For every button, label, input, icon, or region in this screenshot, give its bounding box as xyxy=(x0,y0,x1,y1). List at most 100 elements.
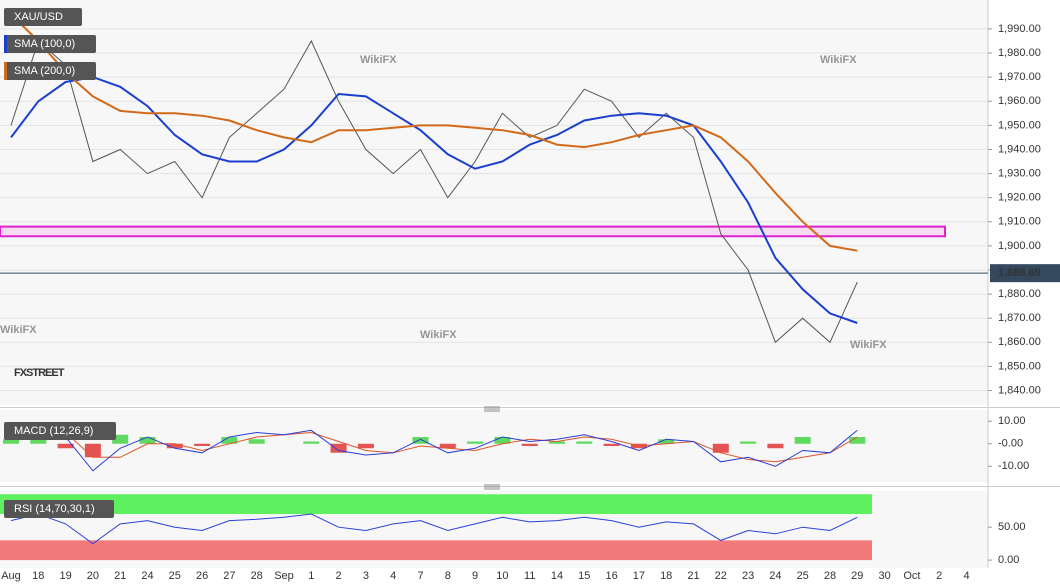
histogram-bar xyxy=(494,437,511,444)
histogram-bar xyxy=(603,443,620,446)
x-tick-label: 2 xyxy=(936,570,942,582)
x-tick-label: 21 xyxy=(687,570,699,582)
x-tick-label: 4 xyxy=(390,570,396,582)
legend-box xyxy=(4,8,82,26)
y-tick-label: 1,950.00 xyxy=(998,119,1041,131)
histogram-bar xyxy=(112,434,129,444)
y-tick-label: 1,960.00 xyxy=(998,95,1041,107)
watermark: WikiFX xyxy=(0,324,37,336)
histogram-bar xyxy=(84,443,101,458)
histogram-bar xyxy=(549,441,565,444)
y-tick-label: 1,880.00 xyxy=(998,288,1041,300)
histogram-bar xyxy=(194,443,211,446)
oversold-zone xyxy=(0,540,872,561)
y-tick-label: 1,940.00 xyxy=(998,143,1041,155)
x-tick-label: 17 xyxy=(633,570,645,582)
histogram-bar xyxy=(767,443,784,449)
histogram-bar xyxy=(303,441,320,444)
x-tick-label: 22 xyxy=(715,570,727,582)
histogram-bar xyxy=(521,443,538,446)
histogram-bar xyxy=(3,439,19,444)
y-tick-label: -10.00 xyxy=(998,460,1029,472)
x-tick-label: 3 xyxy=(363,570,369,582)
x-tick-label: 7 xyxy=(417,570,423,582)
x-tick-label: 24 xyxy=(141,570,153,582)
signal-line xyxy=(10,429,858,463)
histogram-bar xyxy=(658,439,675,444)
legend-swatch xyxy=(4,62,7,80)
x-tick-label: 1 xyxy=(308,570,314,582)
main-plot-bg xyxy=(0,0,988,405)
watermark: WikiFX xyxy=(420,329,457,341)
y-tick-label: 1,980.00 xyxy=(998,47,1041,59)
histogram-bar xyxy=(330,443,347,453)
x-tick-label: 20 xyxy=(87,570,99,582)
y-tick-label: 1,860.00 xyxy=(998,336,1041,348)
histogram-bar xyxy=(412,437,429,444)
x-tick-label: 28 xyxy=(251,570,263,582)
legend-label: XAU/USD xyxy=(14,11,63,23)
x-tick-label: 26 xyxy=(196,570,208,582)
histogram-bar xyxy=(794,437,811,444)
y-tick-label: 1,840.00 xyxy=(998,384,1041,396)
y-tick-label: 10.00 xyxy=(998,415,1026,427)
histogram-bar xyxy=(166,443,183,449)
legend-label: RSI (14,70,30,1) xyxy=(14,503,95,515)
legend-box xyxy=(4,62,96,80)
histogram-bar xyxy=(30,439,47,444)
histogram-bar xyxy=(57,443,74,449)
x-tick-label: 9 xyxy=(472,570,478,582)
legend-box xyxy=(4,422,116,440)
y-tick-label: -0.00 xyxy=(998,438,1023,450)
watermark: WikiFX xyxy=(820,54,857,66)
y-tick-label: 1,930.00 xyxy=(998,167,1041,179)
x-tick-label: 28 xyxy=(824,570,836,582)
x-tick-label: 23 xyxy=(742,570,754,582)
sma-line xyxy=(10,13,858,252)
y-tick-label: 1,910.00 xyxy=(998,216,1041,228)
histogram-bar xyxy=(139,437,156,444)
x-tick-label: 4 xyxy=(963,570,969,582)
watermark: WikiFX xyxy=(850,339,887,351)
legend-swatch xyxy=(4,35,7,53)
x-tick-label: 24 xyxy=(769,570,781,582)
macd-line xyxy=(10,425,858,472)
y-tick-label: 1,900.00 xyxy=(998,240,1041,252)
histogram-bar xyxy=(221,437,238,444)
x-tick-label: Sep xyxy=(274,570,294,582)
y-tick-label: 1,970.00 xyxy=(998,71,1041,83)
x-tick-label: 2 xyxy=(336,570,342,582)
brand-logo: FXSTREET xyxy=(14,367,65,379)
resistance-zone xyxy=(0,225,946,238)
y-tick-label: 1,990.00 xyxy=(998,23,1041,35)
resize-handle[interactable] xyxy=(484,406,500,490)
y-tick-label: 1,850.00 xyxy=(998,360,1041,372)
legend-label: MACD (12,26,9) xyxy=(14,425,93,437)
price-line xyxy=(10,39,858,344)
x-tick-label: 25 xyxy=(797,570,809,582)
x-tick-label: 30 xyxy=(878,570,890,582)
rsi-line xyxy=(10,513,858,545)
y-tick-label: 1,870.00 xyxy=(998,312,1041,324)
last-price-label: 1,888.69 xyxy=(998,267,1041,279)
x-tick-label: 21 xyxy=(114,570,126,582)
histogram-bar xyxy=(467,441,484,444)
legend-box xyxy=(4,35,96,53)
legend-box xyxy=(4,500,114,518)
histogram-bar xyxy=(576,441,593,444)
last-price-box xyxy=(990,264,1060,283)
x-tick-label: 15 xyxy=(578,570,590,582)
y-tick-label: 50.00 xyxy=(998,521,1026,533)
sma-line xyxy=(10,76,858,324)
histogram-bar xyxy=(849,437,866,444)
y-tick-label: 1,920.00 xyxy=(998,192,1041,204)
x-tick-label: 11 xyxy=(524,570,535,582)
x-tick-label: 16 xyxy=(605,570,617,582)
y-tick-label: 0.00 xyxy=(998,554,1019,566)
x-tick-label: 29 xyxy=(851,570,863,582)
histogram-bar xyxy=(712,443,729,453)
histogram-bar xyxy=(248,439,265,444)
overbought-zone xyxy=(0,494,872,515)
x-tick-label: 10 xyxy=(496,570,508,582)
